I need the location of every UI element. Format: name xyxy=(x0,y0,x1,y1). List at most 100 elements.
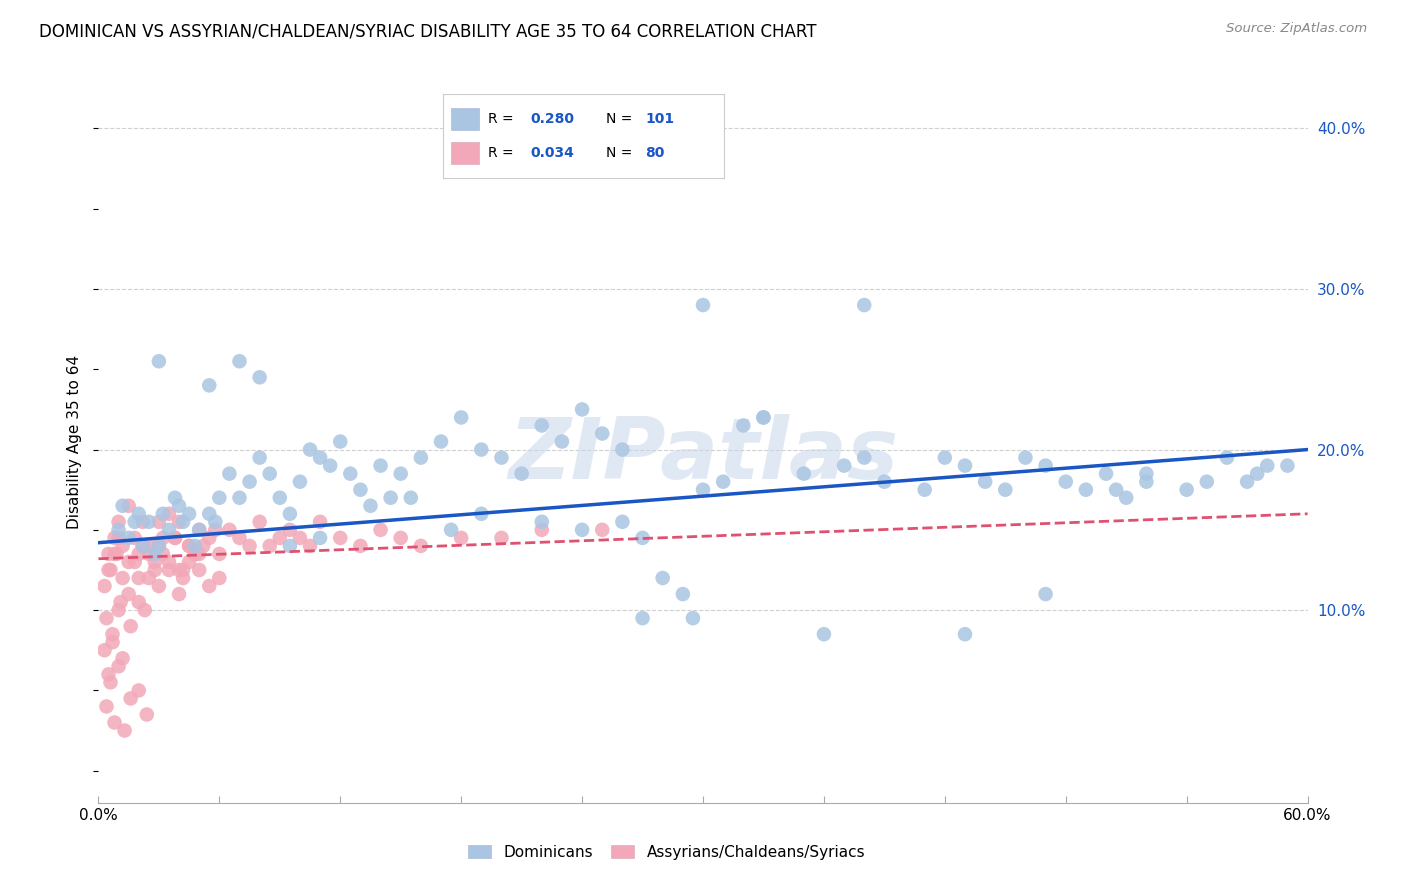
Point xyxy=(107,603,129,617)
Point xyxy=(128,507,150,521)
Point xyxy=(370,523,392,537)
Point xyxy=(124,531,146,545)
Point xyxy=(143,563,166,577)
Point xyxy=(360,499,382,513)
Point xyxy=(934,450,956,465)
Point xyxy=(1246,467,1268,481)
Point xyxy=(1105,483,1128,497)
Point xyxy=(591,523,613,537)
Point xyxy=(118,531,141,545)
Point xyxy=(128,547,150,561)
Point xyxy=(339,467,361,481)
Point xyxy=(110,595,132,609)
Point xyxy=(259,467,281,481)
Point xyxy=(682,611,704,625)
Point xyxy=(259,539,281,553)
Point xyxy=(349,483,371,497)
Point xyxy=(853,450,876,465)
Point xyxy=(409,539,432,553)
Point xyxy=(167,563,190,577)
Point xyxy=(157,555,180,569)
Point xyxy=(319,458,342,473)
Point xyxy=(124,515,146,529)
Point xyxy=(470,507,492,521)
Point xyxy=(309,515,332,529)
Point xyxy=(111,539,134,553)
Point xyxy=(631,531,654,545)
Bar xyxy=(451,109,479,129)
Point xyxy=(111,651,134,665)
Point xyxy=(228,491,250,505)
Point xyxy=(188,563,211,577)
Point xyxy=(249,515,271,529)
Point xyxy=(530,418,553,433)
Point xyxy=(132,539,155,553)
Point xyxy=(612,515,634,529)
Point xyxy=(157,523,180,537)
Point xyxy=(430,434,453,449)
Point xyxy=(138,547,160,561)
Point xyxy=(163,531,186,545)
Point xyxy=(157,563,180,577)
Point xyxy=(193,539,215,553)
Point xyxy=(228,354,250,368)
Point xyxy=(953,458,976,473)
Point xyxy=(299,442,322,457)
Point xyxy=(530,515,553,529)
Point xyxy=(188,547,211,561)
Legend: Dominicans, Assyrians/Chaldeans/Syriacs: Dominicans, Assyrians/Chaldeans/Syriacs xyxy=(461,837,873,867)
Point xyxy=(100,563,122,577)
Point xyxy=(135,707,157,722)
Point xyxy=(1195,475,1218,489)
Text: R =: R = xyxy=(488,146,513,160)
Text: N =: N = xyxy=(606,112,633,126)
Point xyxy=(188,523,211,537)
Point xyxy=(111,499,134,513)
Point xyxy=(132,515,155,529)
Point xyxy=(97,547,120,561)
Bar xyxy=(451,143,479,163)
Point xyxy=(269,491,291,505)
Point xyxy=(124,555,146,569)
Point xyxy=(278,507,301,521)
Point xyxy=(1236,475,1258,489)
Point xyxy=(239,539,262,553)
Text: R =: R = xyxy=(488,112,513,126)
Point xyxy=(103,715,125,730)
Point xyxy=(1277,458,1299,473)
Point xyxy=(118,587,141,601)
Point xyxy=(120,619,142,633)
Point xyxy=(208,547,231,561)
Point xyxy=(793,467,815,481)
Point xyxy=(1115,491,1137,505)
Point xyxy=(510,467,533,481)
Text: Source: ZipAtlas.com: Source: ZipAtlas.com xyxy=(1226,22,1367,36)
Point xyxy=(128,571,150,585)
Point xyxy=(120,691,142,706)
Point xyxy=(711,475,734,489)
Point xyxy=(288,475,311,489)
Point xyxy=(148,539,170,553)
Point xyxy=(148,579,170,593)
Point xyxy=(138,515,160,529)
Point xyxy=(138,571,160,585)
Point xyxy=(239,475,262,489)
Point xyxy=(288,531,311,545)
Point xyxy=(813,627,835,641)
Point xyxy=(491,531,513,545)
Point xyxy=(107,515,129,529)
Point xyxy=(179,539,201,553)
Point xyxy=(167,499,190,513)
Point xyxy=(309,450,332,465)
Point xyxy=(672,587,695,601)
Point xyxy=(97,667,120,681)
Point xyxy=(96,611,118,625)
Point xyxy=(218,523,240,537)
Point xyxy=(152,507,174,521)
Point xyxy=(571,523,593,537)
Point xyxy=(118,499,141,513)
Point xyxy=(309,531,332,545)
Point xyxy=(208,491,231,505)
Point xyxy=(1175,483,1198,497)
Point xyxy=(278,539,301,553)
